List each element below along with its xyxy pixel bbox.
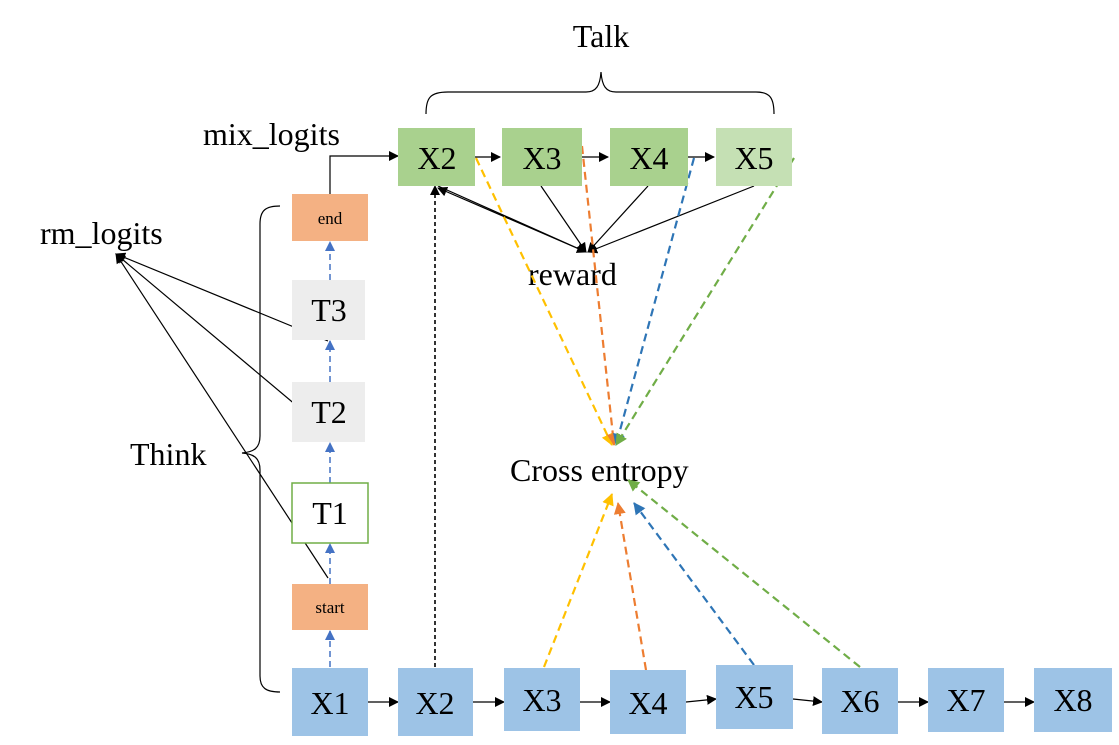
x4-to-x5-arrow [685,694,717,705]
input-token-label: X6 [840,683,879,719]
talk-x2-to-ce-arrow [475,157,613,446]
input-x5-to-ce-arrow [633,502,755,666]
input-token-x6: X6 [822,668,898,734]
talk-token-x3: X3 [502,128,582,186]
input-token-box [716,665,793,729]
x3-to-reward [540,185,587,253]
x5-to-reward [587,185,755,254]
input-token-box [398,668,473,736]
think-token-label: T1 [312,495,348,531]
talk-token-box [502,128,582,186]
talk-token-x4: X4 [610,128,688,186]
input-token-label: X3 [522,682,561,718]
x5-to-x6-arrow [792,696,823,707]
talk-token-box [716,128,792,186]
think-token-column: start T1 T2 T3 end [291,194,369,630]
input-token-label: X1 [310,685,349,721]
talk-to-cross-entropy-arrows [475,145,795,446]
input-token-x3: X3 [504,668,580,731]
think-token-box [291,482,369,544]
input-token-label: X7 [946,682,985,718]
end-to-talk-x2-arrow [329,151,399,194]
think-label: Think [130,436,206,472]
mix-logits-label: mix_logits [203,116,340,152]
input-token-box [1034,668,1112,732]
talk-token-label: X3 [522,140,561,176]
input-token-row: X1 X2 X3 X4 X5 X6 X7 X8 [292,665,1112,736]
think-token-label: start [315,598,345,617]
input-token-x4: X4 [610,670,686,734]
input-x6-to-ce-arrow [627,479,861,668]
think-token-box [292,584,368,630]
think-token-box [292,382,365,442]
talk-token-x5: X5 [716,128,792,186]
input-x3-to-ce-arrow [542,493,614,668]
think-token-label: T2 [311,394,347,430]
think-token-end: end [292,194,368,241]
think-token-label: end [318,209,343,228]
think-token-box [292,280,365,340]
talk-token-row: X2 X3 X4 X5 [398,128,792,186]
input-token-x5: X5 [716,665,793,729]
think-token-box [292,194,368,241]
input-token-x8: X8 [1034,668,1112,732]
input-token-box [504,668,580,731]
talk-x5-to-ce-arrow [615,157,795,446]
talk-token-label: X5 [734,140,773,176]
cross-entropy-label: Cross entropy [510,452,689,488]
input-token-box [292,668,368,736]
x4-to-reward [587,185,649,253]
input-token-box [610,670,686,734]
input-to-cross-entropy-arrows [542,479,861,671]
talk-token-x2: X2 [398,128,475,186]
talk-token-box [398,128,475,186]
think-token-t1: T1 [291,482,369,544]
talk-token-label: X4 [629,140,668,176]
input-x4-to-ce-arrow [613,502,648,671]
input-token-label: X2 [415,685,454,721]
talk-token-box [610,128,688,186]
input-token-box [822,668,898,734]
input-token-x7: X7 [928,668,1004,732]
talk-brace [425,71,775,115]
input-token-x1: X1 [292,668,368,736]
think-token-t2: T2 [292,382,365,442]
reward-connectors [437,185,755,254]
think-token-t3: T3 [292,280,365,340]
think-brace [241,205,281,693]
input-chain-arrows [368,694,1035,707]
input-token-label: X8 [1053,682,1092,718]
think-token-start: start [292,584,368,630]
input-token-box [928,668,1004,732]
reward-to-x2 [437,186,587,253]
talk-token-label: X2 [417,140,456,176]
input-token-label: X4 [628,685,667,721]
talk-x4-to-ce-arrow [613,157,696,446]
rm-logits-label: rm_logits [40,215,163,251]
reward-label: reward [528,256,617,292]
talk-x3-to-ce-arrow [580,145,619,446]
think-token-label: T3 [311,292,347,328]
input-token-x2: X2 [398,668,473,736]
input-token-label: X5 [734,679,773,715]
talk-label: Talk [573,18,629,54]
